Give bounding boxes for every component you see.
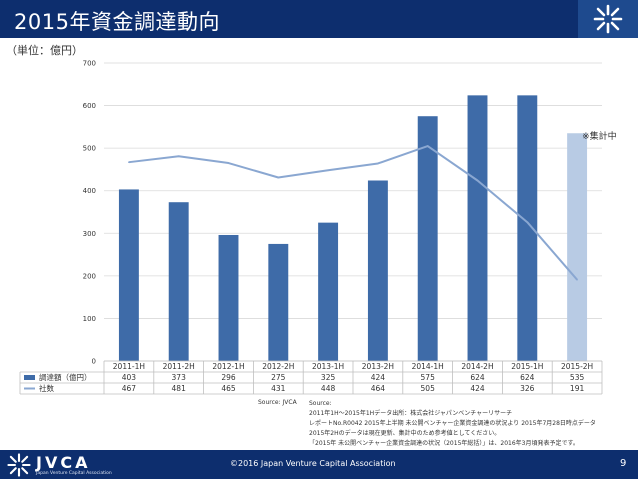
line-point	[426, 145, 429, 147]
copyright: ©2016 Japan Venture Capital Association	[230, 459, 396, 468]
slide-footer: JVCA Japan Venture Capital Association ©…	[0, 450, 638, 479]
category-label: 2011-2H	[163, 362, 195, 371]
burst-icon	[593, 4, 623, 34]
line-point	[177, 155, 180, 158]
data-label: 403	[122, 373, 137, 382]
source-notes: Source: 2011年1H～2015年1Hデータ出所：株式会社ジャパンベンチ…	[309, 399, 596, 449]
line-point	[526, 221, 529, 224]
y-tick-label: 300	[83, 230, 96, 238]
bar	[168, 202, 189, 361]
data-label: 535	[570, 373, 585, 382]
y-tick-label: 0	[92, 358, 96, 366]
page-number: 9	[620, 458, 627, 469]
data-label: 481	[172, 384, 187, 393]
data-label: 296	[221, 373, 236, 382]
line-point	[377, 162, 379, 165]
header-logo	[578, 0, 638, 38]
bar	[367, 180, 388, 361]
source-line: 2011年1H～2015年1Hデータ出所：株式会社ジャパンベンチャーリサーチ	[309, 410, 513, 417]
category-label: 2013-2H	[362, 362, 394, 371]
bar	[467, 95, 488, 362]
line-point	[128, 161, 130, 163]
y-tick-label: 100	[83, 315, 96, 323]
data-label: 464	[371, 384, 386, 393]
bar	[567, 133, 588, 361]
data-label: 624	[470, 373, 485, 382]
y-tick-label: 400	[83, 187, 96, 195]
line-series	[128, 145, 578, 281]
bar	[118, 189, 139, 361]
category-label: 2013-1H	[312, 362, 344, 371]
category-label: 2012-2H	[262, 362, 294, 371]
category-label: 2014-2H	[461, 362, 493, 371]
source-line: 2015年2Hのデータは現在更新、集計中のため参考値としてください。	[309, 430, 501, 437]
bar	[417, 116, 438, 361]
slide-title: 2015年資金調達動向	[14, 10, 220, 34]
y-tick-label: 700	[83, 60, 96, 68]
jvca-logo-icon	[7, 453, 31, 477]
category-label: 2014-1H	[412, 362, 444, 371]
y-tick-label: 500	[83, 145, 96, 153]
source-line: Source:	[309, 400, 332, 407]
legend-label: 社数	[39, 383, 54, 393]
source-label: Source: JVCA	[258, 399, 297, 406]
category-label: 2015-1H	[511, 362, 543, 371]
funding-chart: 0 100 200 300 400 500 600 700 ※集計中 2011-1H 2011-2H…	[19, 60, 617, 395]
y-tick-label: 200	[83, 272, 96, 280]
category-label: 2011-1H	[113, 362, 145, 371]
source-line: レポートNo.R0042 2015年上半期 未公開ベンチャー企業資金調達の状況よ…	[309, 420, 596, 427]
source-line: 「2015年 未公開ベンチャー企業資金調達の状況（2015年総括）」は、2016…	[309, 440, 579, 447]
bar	[517, 95, 538, 362]
bar	[268, 243, 289, 361]
data-label: 505	[421, 384, 436, 393]
data-label: 373	[172, 373, 187, 382]
data-label: 465	[221, 384, 236, 393]
annotation-label: ※集計中	[582, 130, 617, 142]
unit-label: （単位：億円）	[6, 44, 83, 57]
slide-header: 2015年資金調達動向	[0, 0, 638, 38]
data-label: 191	[570, 384, 585, 393]
data-label: 431	[271, 384, 286, 393]
line-point	[576, 278, 578, 281]
data-label: 467	[122, 384, 137, 393]
data-label: 424	[371, 373, 386, 382]
brand-name: JVCA	[36, 453, 91, 472]
data-label: 624	[520, 373, 535, 382]
category-label: 2012-1H	[212, 362, 244, 371]
line-point	[476, 179, 479, 182]
bar	[318, 222, 339, 361]
data-label: 575	[421, 373, 436, 382]
y-tick-label: 600	[83, 102, 96, 110]
line-point	[277, 176, 280, 179]
data-label: 275	[271, 373, 286, 382]
line-point	[227, 162, 230, 164]
bar	[218, 234, 239, 361]
data-label: 448	[321, 384, 336, 393]
brand-subtitle: Japan Venture Capital Association	[36, 471, 112, 476]
legend-label: 調達額（億円）	[39, 372, 92, 382]
data-label: 326	[520, 384, 535, 393]
data-label: 325	[321, 373, 336, 382]
line-point	[327, 169, 329, 172]
legend-swatch-bar	[24, 375, 35, 380]
data-label: 424	[470, 384, 485, 393]
category-label: 2015-2H	[561, 362, 593, 371]
